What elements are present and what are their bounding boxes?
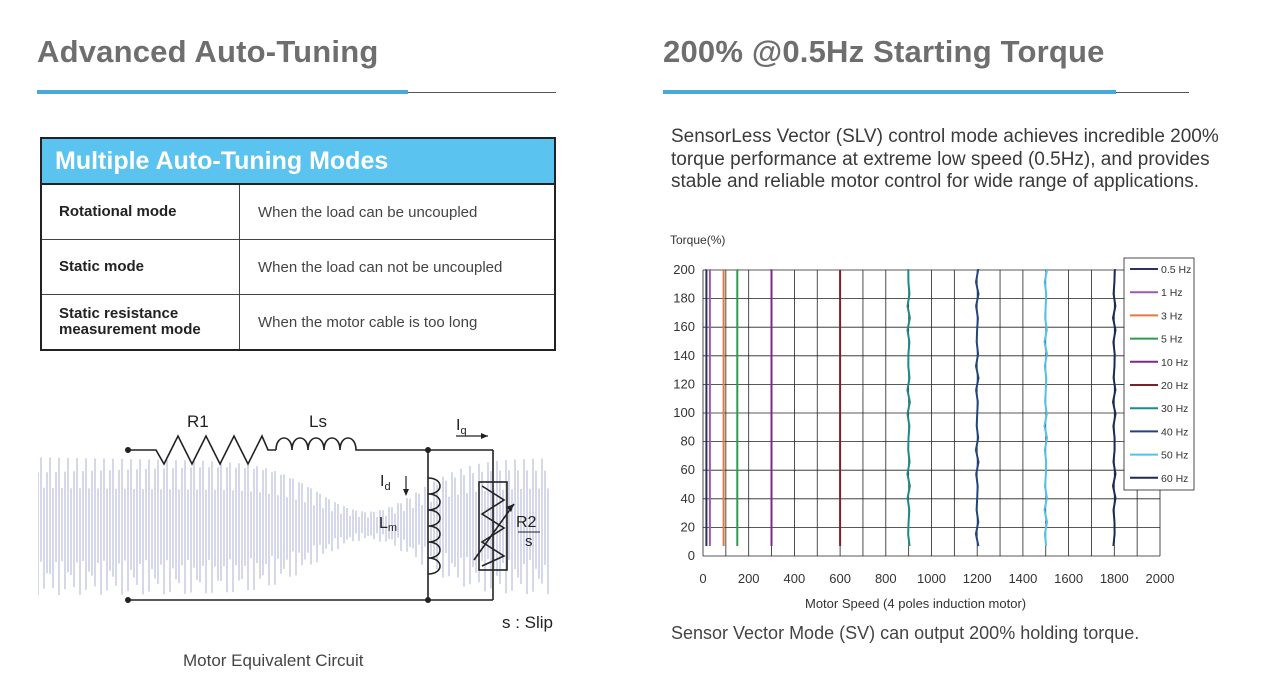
lm-subscript: m [388,522,397,534]
legend-entry: 10 Hz [1161,357,1188,369]
legend-entry: 50 Hz [1161,450,1188,462]
x-tick-label: 1200 [963,571,992,586]
legend-entry: 30 Hz [1161,403,1188,415]
y-tick-label: 160 [673,319,695,334]
svg-text:Iq: Iq [456,417,467,437]
x-axis-label: Motor Speed (4 poles induction motor) [805,596,1026,611]
waveform-background [38,457,549,595]
legend-entry: 0.5 Hz [1161,264,1191,276]
y-tick-label: 200 [673,262,695,277]
series-line [1111,269,1117,547]
table-row: Static mode When the load can not be unc… [42,240,554,295]
id-label: I [380,473,384,490]
right-section-title: 200% @0.5Hz Starting Torque [663,34,1105,69]
table-header: Multiple Auto-Tuning Modes [42,139,554,185]
series-line [906,269,911,547]
x-tick-label: 1600 [1054,571,1083,586]
x-tick-label: 1800 [1100,571,1129,586]
y-tick-label: 80 [681,434,695,449]
legend-entry: 3 Hz [1161,310,1183,322]
x-tick-label: 200 [738,571,760,586]
x-tick-label: 600 [829,571,851,586]
torque-speed-chart: Torque(%) 0 20 40 60 80 100 120 140 160 180 200 0 2… [670,233,1195,611]
y-tick-label: 40 [681,491,695,506]
series-line [1043,269,1049,547]
x-tick-label: 1400 [1008,571,1037,586]
legend-box [1123,257,1195,491]
legend-entry: 20 Hz [1161,380,1188,392]
r2-label: R2 [516,514,537,531]
circuit-caption: Motor Equivalent Circuit [183,651,364,670]
mode-name: Static resistance measurement mode [42,295,240,349]
sv-footer-note: Sensor Vector Mode (SV) can output 200% … [671,623,1140,643]
r1-label: R1 [187,412,209,431]
iq-subscript: q [460,425,466,437]
y-tick-label: 180 [673,291,695,306]
x-tick-label: 1000 [917,571,946,586]
legend-entry: 5 Hz [1161,334,1183,346]
x-tick-label: 800 [875,571,897,586]
y-tick-label: 20 [681,519,695,534]
slip-label: s : Slip [502,613,553,632]
iq-label: I [456,417,460,434]
table-row: Rotational mode When the load can be unc… [42,185,554,240]
y-tick-label: 60 [681,462,695,477]
y-tick-label: 100 [673,405,695,420]
series-line [974,269,980,547]
y-tick-label: 0 [688,548,695,563]
legend-entry: 40 Hz [1161,426,1188,438]
mode-description: When the load can be uncoupled [258,203,478,221]
legend-entry: 1 Hz [1161,287,1183,299]
left-section-title: Advanced Auto-Tuning [37,34,379,69]
id-subscript: d [384,481,390,493]
auto-tuning-modes-table: Multiple Auto-Tuning Modes Rotational mo… [40,137,556,351]
mode-description: When the motor cable is too long [258,313,478,331]
mode-name: Rotational mode [42,185,240,239]
svg-text:Id: Id [380,473,391,493]
legend-entry: 60 Hz [1161,473,1188,485]
motor-equivalent-circuit: R1 Ls Iq Id Lm R2 s s : Slip [38,412,553,632]
y-tick-label: 120 [673,376,695,391]
y-tick-label: 140 [673,348,695,363]
table-row: Static resistance measurement mode When … [42,295,554,349]
right-title-accent [663,90,1116,94]
mode-description: When the load can not be uncoupled [258,258,503,276]
s-label: s [525,533,533,550]
left-title-accent [37,90,408,94]
mode-name: Static mode [42,240,240,294]
x-tick-label: 400 [784,571,806,586]
slv-description: SensorLess Vector (SLV) control mode ach… [671,126,1219,192]
x-tick-label: 2000 [1146,571,1175,586]
x-tick-label: 0 [699,571,706,586]
lm-label: L [379,515,388,532]
svg-text:Lm: Lm [379,515,397,534]
y-axis-label: Torque(%) [670,233,725,247]
ls-label: Ls [309,412,327,431]
